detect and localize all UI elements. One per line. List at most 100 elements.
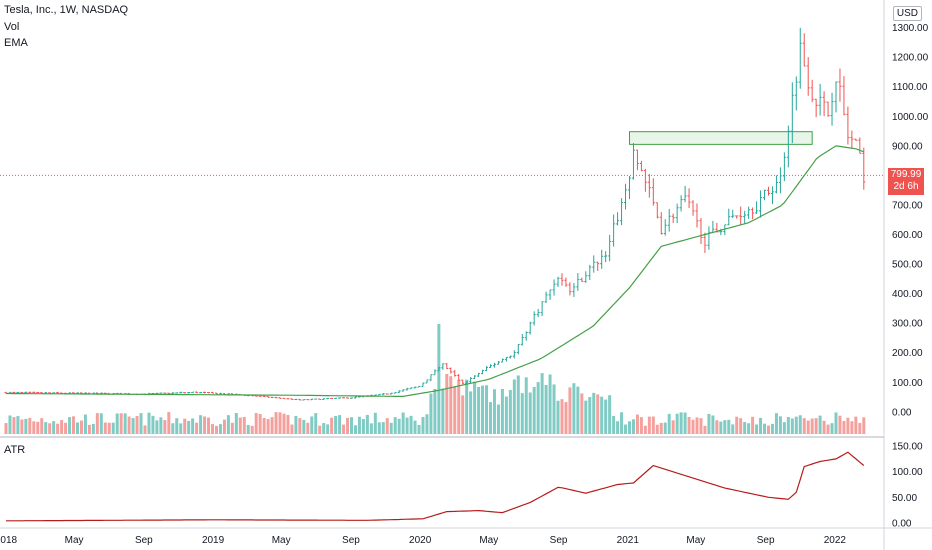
volume-bar [647, 416, 651, 434]
volume-bar [794, 416, 798, 434]
volume-bar [361, 418, 365, 434]
volume-bar [187, 420, 191, 434]
volume-bar [449, 376, 453, 434]
resistance-zone[interactable] [628, 131, 813, 145]
time-tick-label: May [272, 535, 291, 546]
volume-bar [739, 418, 743, 434]
volume-bar [663, 422, 667, 434]
volume-bar [747, 423, 751, 434]
volume-bar [572, 383, 576, 434]
volume-bar [179, 423, 183, 434]
volume-bar [465, 379, 469, 434]
volume-bar [425, 414, 429, 434]
volume-bar [306, 422, 310, 434]
volume-bar [183, 418, 187, 434]
volume-bar [838, 415, 842, 434]
atr-axis-ticks[interactable]: 0.00 50.00 100.00 150.00 [892, 442, 923, 530]
volume-bar [115, 413, 119, 434]
volume-bar [850, 421, 854, 434]
ema-legend[interactable]: EMA [4, 37, 28, 49]
volume-bar [389, 422, 393, 434]
volume-bar [441, 388, 445, 434]
volume-bar [250, 425, 254, 434]
volume-bar [369, 423, 373, 434]
volume-bar [83, 414, 87, 434]
price-tick-label: 1100.00 [892, 82, 928, 93]
volume-bar [302, 419, 306, 434]
volume-bar [322, 423, 326, 434]
volume-bar [131, 418, 135, 434]
volume-bar [16, 416, 20, 434]
volume-bar [691, 419, 695, 434]
volume-bar [282, 413, 286, 434]
volume-bar [854, 416, 858, 434]
price-tick-label: 200.00 [892, 348, 923, 359]
volume-bar [584, 400, 588, 434]
volume-bar [298, 418, 302, 434]
currency-badge[interactable]: USD [892, 6, 922, 21]
volume-bar [191, 418, 195, 434]
volume-bar [755, 424, 759, 434]
volume-bar [580, 393, 584, 434]
volume-bar [703, 425, 707, 434]
volume-bar [631, 419, 635, 434]
volume-bar [707, 413, 711, 434]
volume-bar [616, 421, 620, 434]
volume-bar [552, 384, 556, 434]
volume-bar [576, 386, 580, 434]
volume-bar [627, 421, 631, 434]
volume-bar [310, 416, 314, 434]
time-axis-ticks[interactable]: 2018 May Sep 2019 May Sep 2020 May Sep 2021 May Sep… [0, 535, 846, 546]
volume-legend[interactable]: Vol [4, 21, 20, 33]
volume-bar [453, 386, 457, 434]
volume-bar [20, 419, 24, 434]
volume-bar [155, 420, 159, 434]
volume-bar [544, 384, 548, 434]
volume-bar [258, 414, 262, 434]
volume-bar [107, 422, 111, 434]
volume-bar [151, 415, 155, 434]
volume-bar [564, 402, 568, 434]
price-tick-label: 400.00 [892, 289, 923, 300]
volume-bar [437, 324, 441, 434]
volume-bar [600, 396, 604, 434]
volume-bar [560, 399, 564, 434]
volume-bar [512, 379, 516, 434]
volume-bar [735, 416, 739, 434]
time-tick-label: 2018 [0, 535, 18, 546]
volume-bar [68, 417, 72, 434]
volume-bar [234, 413, 238, 434]
volume-bar [111, 422, 115, 434]
candlesticks [4, 27, 866, 401]
volume-bar [639, 417, 643, 434]
volume-bar [207, 417, 211, 434]
volume-bar [492, 389, 496, 434]
volume-bar [278, 412, 282, 434]
price-tick-label: 1200.00 [892, 53, 929, 64]
volume-bar [596, 394, 600, 434]
volume-bar [262, 417, 266, 434]
volume-bar [774, 413, 778, 434]
volume-bar [226, 415, 230, 434]
volume-bar [405, 417, 409, 434]
volume-bar [119, 413, 123, 434]
symbol-title[interactable]: Tesla, Inc., 1W, NASDAQ [4, 4, 129, 16]
volume-bar [862, 417, 866, 434]
volume-bar [99, 413, 103, 434]
volume-bar [350, 417, 354, 434]
volume-bar [445, 373, 449, 434]
volume-bar [635, 414, 639, 434]
volume-bar [504, 396, 508, 434]
volume-bar [790, 418, 794, 434]
volume-bar [763, 423, 767, 434]
volume-bar [32, 421, 36, 434]
atr-legend[interactable]: ATR [4, 444, 26, 456]
volume-bar [810, 418, 814, 434]
volume-bar [357, 416, 361, 434]
price-axis-ticks[interactable]: 0.00 100.00 200.00 300.00 400.00 500.00 600.00… [892, 23, 929, 418]
volume-bar [802, 418, 806, 434]
volume-bar [683, 412, 687, 434]
volume-bar [314, 413, 318, 434]
volume-bar [365, 414, 369, 434]
